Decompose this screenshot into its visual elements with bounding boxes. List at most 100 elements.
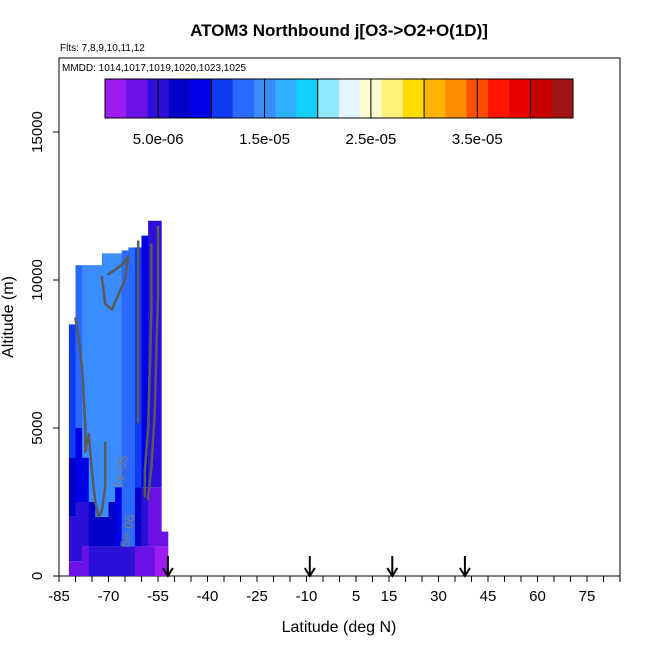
colorbar-swatch-14 xyxy=(402,79,425,118)
heatmap-cell-2-2 xyxy=(82,457,90,502)
heatmap-cell-3-2 xyxy=(88,265,96,502)
heatmap-cell-5-0 xyxy=(101,546,109,576)
colorbar-swatch-9 xyxy=(296,79,319,118)
heatmap-cell-13-2 xyxy=(154,220,162,488)
x-tick-label-6: 5 xyxy=(352,588,360,605)
y-tick-label-1: 5000 xyxy=(29,411,46,444)
heatmap-cell-5-1 xyxy=(101,516,109,547)
colorbar-swatch-1 xyxy=(126,79,149,118)
heatmap-cell-0-1 xyxy=(68,516,76,562)
y-axis: 0 5000 10000 15000 xyxy=(29,111,59,580)
colorbar-swatch-15 xyxy=(424,79,446,118)
heatmap-cell-6-0 xyxy=(108,546,116,576)
contour-labels: 1e-05 5e-06 xyxy=(110,454,137,549)
colorbar-swatch-20 xyxy=(530,79,553,118)
contour-line-3 xyxy=(146,225,160,501)
contour-label-0: 1e-05 xyxy=(110,454,131,489)
heatmap-cell-14-1 xyxy=(161,531,169,547)
y-tick-label-3: 15000 xyxy=(29,111,46,153)
x-tick-label-8: 30 xyxy=(430,588,447,605)
colorbar-swatch-6 xyxy=(232,79,255,118)
heatmap-cell-0-3 xyxy=(68,324,76,458)
heatmap-cell-11-2 xyxy=(141,235,149,488)
heatmap-cell-5-2 xyxy=(101,253,109,517)
heatmap-cell-9-0 xyxy=(128,546,136,576)
colorbar-swatch-5 xyxy=(211,79,234,118)
heatmap-cell-4-2 xyxy=(95,265,103,517)
flight-arrow-3 xyxy=(459,556,471,578)
y-tick-label-2: 10000 xyxy=(29,259,46,301)
x-axis: -85 -70 -55 -40 -25 -10 5 15 30 45 60 75 xyxy=(48,576,621,605)
heatmap-cell-6-2 xyxy=(108,253,116,502)
colorbar-swatch-18 xyxy=(487,79,510,118)
x-tick-label-11: 75 xyxy=(579,588,596,605)
flight-arrow-0 xyxy=(162,556,174,578)
flight-arrow-2 xyxy=(386,556,399,578)
heatmap-cell-10-0 xyxy=(134,546,142,576)
heatmap-cell-13-0 xyxy=(154,546,162,576)
colorbar-labels: 5.0e-06 1.5e-05 2.5e-05 3.5e-05 xyxy=(133,131,503,148)
contour-lines xyxy=(74,225,160,519)
x-tick-label-0: -85 xyxy=(48,588,70,605)
colorbar-swatch-21 xyxy=(551,79,574,118)
contour-label-1: 5e-06 xyxy=(117,513,138,548)
heatmap-cell-11-1 xyxy=(141,487,149,547)
heatmap-cell-7-2 xyxy=(115,253,123,488)
heatmap-cell-8-1 xyxy=(121,250,129,547)
contour-line-0 xyxy=(100,255,130,311)
colorbar-swatch-8 xyxy=(275,79,297,118)
heatmap-cell-0-0 xyxy=(68,561,76,576)
y-axis-label: Altitude (m) xyxy=(0,276,17,358)
heatmap-cell-1-0 xyxy=(75,561,83,576)
colorbar-swatch-16 xyxy=(445,79,468,118)
colorbar-label-0: 5.0e-06 xyxy=(133,131,184,148)
heatmap-cell-4-1 xyxy=(95,516,103,547)
heatmap-cell-2-1 xyxy=(82,502,90,547)
x-tick-label-1: -70 xyxy=(98,588,120,605)
heatmap-cell-3-1 xyxy=(88,502,96,547)
colorbar-label-2: 2.5e-05 xyxy=(345,131,396,148)
contour-line-2 xyxy=(143,243,153,498)
heatmap-cell-0-2 xyxy=(68,457,76,517)
colorbar-frame xyxy=(104,78,574,119)
x-tick-label-5: -10 xyxy=(296,588,318,605)
heatmap-cell-14-0 xyxy=(161,546,169,576)
colorbar xyxy=(104,78,574,119)
heatmap-cell-10-1 xyxy=(134,487,142,547)
colorbar-swatch-10 xyxy=(317,79,340,118)
colorbar-label-3: 3.5e-05 xyxy=(452,131,503,148)
flights-label: Flts: 7,8,9,10,11,12 xyxy=(60,43,145,54)
colorbar-swatch-3 xyxy=(168,79,191,118)
colorbar-swatch-11 xyxy=(339,79,361,118)
colorbar-swatch-13 xyxy=(381,79,404,118)
x-tick-label-9: 45 xyxy=(480,588,497,605)
chart-title: ATOM3 Northbound j[O3->O2+O(1D)] xyxy=(190,21,488,40)
heatmap-cell-13-1 xyxy=(154,487,162,547)
colorbar-swatch-4 xyxy=(190,79,212,118)
heatmap-cell-2-0 xyxy=(82,546,90,576)
flight-arrow-1 xyxy=(303,556,316,578)
heatmap-cell-11-0 xyxy=(141,546,149,576)
x-axis-label: Latitude (deg N) xyxy=(282,619,397,636)
contour-line-1 xyxy=(74,317,107,519)
x-tick-label-4: -25 xyxy=(246,588,268,605)
heatmap-cell-6-1 xyxy=(108,502,116,547)
colorbar-swatch-0 xyxy=(105,79,127,118)
dates-label: MMDD: 1014,1017,1019,1020,1023,1025 xyxy=(62,63,246,74)
colorbar-label-1: 1.5e-05 xyxy=(239,131,290,148)
flight-arrows xyxy=(162,556,471,578)
heatmap-cell-3-0 xyxy=(88,546,96,576)
heatmap-cell-12-2 xyxy=(148,220,156,488)
heatmap-cell-1-2 xyxy=(75,428,83,502)
heatmap-cell-12-1 xyxy=(148,487,156,547)
heatmap-cell-4-0 xyxy=(95,546,103,576)
heatmap-cell-2-3 xyxy=(82,265,90,458)
x-tick-label-3: -40 xyxy=(197,588,219,605)
heatmap-cell-7-0 xyxy=(115,546,123,576)
x-tick-label-10: 60 xyxy=(529,588,546,605)
colorbar-swatch-19 xyxy=(509,79,531,118)
heatmap-cell-7-1 xyxy=(115,487,123,547)
y-tick-label-0: 0 xyxy=(29,572,46,580)
heatmap-cell-9-1 xyxy=(128,247,136,547)
